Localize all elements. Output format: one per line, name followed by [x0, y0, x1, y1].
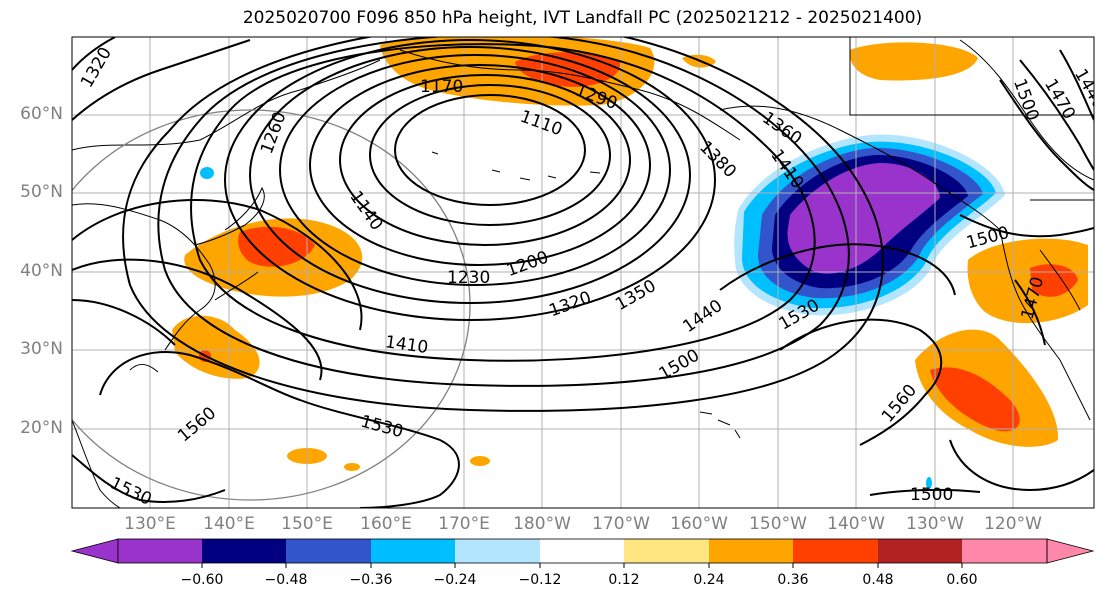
map-frame	[71, 36, 1095, 509]
colorbar-tick-label: 0.60	[946, 572, 978, 588]
lon-label: 140°W	[827, 514, 885, 534]
lat-label: 30°N	[20, 339, 63, 359]
colorbar-tick-label: −0.24	[433, 572, 477, 588]
colorbar	[70, 538, 1095, 568]
negative-anomaly-shading	[200, 134, 1005, 489]
map-title: 2025020700 F096 850 hPa height, IVT Land…	[242, 8, 923, 28]
lon-label: 160°E	[360, 514, 412, 534]
colorbar-tick-label: −0.12	[518, 572, 562, 588]
contour-label: 1170	[420, 77, 463, 97]
colorbar-tick-label: −0.48	[264, 572, 308, 588]
lat-label: 60°N	[20, 104, 63, 124]
colorbar-tick-label: 0.12	[608, 572, 640, 588]
lon-label: 130°E	[124, 514, 176, 534]
height-contours	[72, 37, 1094, 508]
lon-label: 140°E	[203, 514, 255, 534]
coastlines	[72, 37, 1094, 508]
lon-label: 150°E	[281, 514, 333, 534]
contour-label: 1500	[910, 485, 953, 505]
colorbar-tick-label: 0.24	[693, 572, 725, 588]
lon-label: 170°W	[592, 514, 650, 534]
contour-label: 1230	[447, 268, 490, 288]
lon-label: 170°E	[438, 514, 490, 534]
lon-label: 160°W	[670, 514, 728, 534]
lon-label: 130°W	[906, 514, 964, 534]
lon-label: 150°W	[749, 514, 807, 534]
colorbar-tick-label: −0.36	[349, 572, 393, 588]
map-panel: 1320 1260 1170 1290 1110 1380 1360 1410 …	[72, 37, 1094, 508]
projection-circle	[72, 109, 471, 501]
lon-label: 120°W	[984, 514, 1042, 534]
lat-label: 50°N	[20, 182, 63, 202]
lat-label: 40°N	[20, 261, 63, 281]
lon-label: 180°W	[513, 514, 571, 534]
colorbar-tick-label: −0.60	[180, 572, 224, 588]
lat-label: 20°N	[20, 418, 63, 438]
colorbar-tick-label: 0.36	[777, 572, 809, 588]
colorbar-tick-label: 0.48	[862, 572, 894, 588]
